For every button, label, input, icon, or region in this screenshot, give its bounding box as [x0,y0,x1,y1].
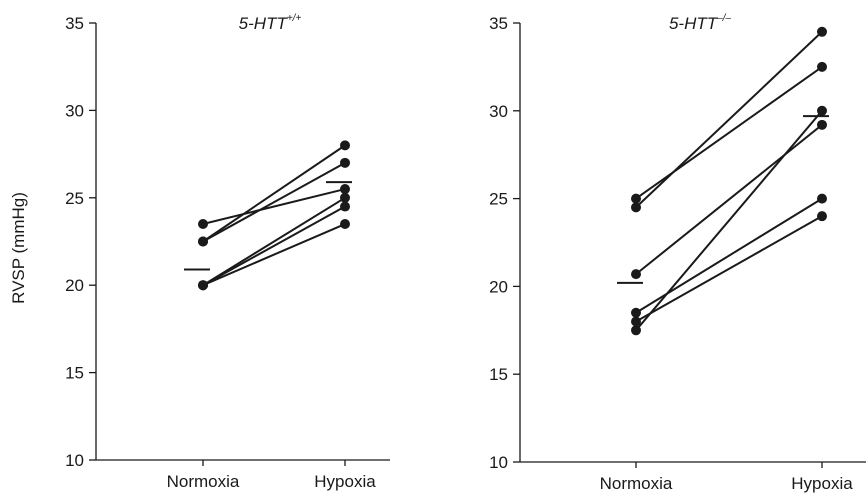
pair-line [635,110,823,331]
data-point [340,157,350,168]
pair-line [635,215,823,323]
pair-line [635,197,823,314]
data-point [631,269,641,280]
data-point [198,236,208,247]
data-point [817,26,827,37]
pair-line [635,31,823,209]
y-tick-label: 25 [65,189,84,208]
y-tick-label: 30 [489,102,508,121]
left-panel-title-main: 5-HTT [239,14,289,33]
data-point [631,325,641,336]
y-tick-label: 25 [489,190,508,209]
data-point [198,280,208,291]
x-category-label: Hypoxia [791,474,853,493]
data-point [198,219,208,230]
data-point [817,61,827,72]
data-point [340,201,350,212]
y-tick-label: 20 [65,276,84,295]
pair-line [202,188,346,225]
right-panel-title: 5-HTT–/– [669,13,732,33]
pair-line [202,144,346,243]
y-tick-label: 10 [489,453,508,472]
y-tick-label: 35 [65,14,84,33]
right-panel-title-sup: –/– [716,13,731,24]
x-category-label: Normoxia [600,474,673,493]
data-point [817,105,827,116]
pair-line [202,196,346,287]
y-axis-label: RVSP (mmHg) [9,192,28,304]
x-category-label: Normoxia [167,472,240,491]
y-tick-label: 10 [65,451,84,470]
data-point [340,192,350,203]
y-tick-label: 35 [489,14,508,33]
data-point [631,193,641,204]
left-panel-title: 5-HTT+/+ [239,13,302,33]
pair-line [635,124,823,275]
left-panel-title-sup: +/+ [287,13,302,24]
pair-line [202,205,346,287]
data-point [631,202,641,213]
data-point [817,119,827,130]
data-point [340,184,350,195]
data-point [340,140,350,151]
y-tick-label: 15 [65,364,84,383]
left-panel: 5-HTT+/+ 10 15 20 25 30 35 Normoxia Hypoxia [65,13,390,491]
pair-line [202,223,346,287]
data-point [817,193,827,204]
right-panel: 5-HTT–/– 10 15 20 25 30 35 Normoxia Hypoxia [489,13,866,493]
y-tick-label: 20 [489,277,508,296]
data-point [631,316,641,327]
data-point [631,307,641,318]
pair-line [202,161,346,243]
data-point [340,219,350,230]
x-category-label: Hypoxia [314,472,376,491]
y-tick-label: 15 [489,365,508,384]
y-tick-label: 30 [65,101,84,120]
pair-line [635,66,823,200]
data-point [817,211,827,222]
right-panel-title-main: 5-HTT [669,14,719,33]
